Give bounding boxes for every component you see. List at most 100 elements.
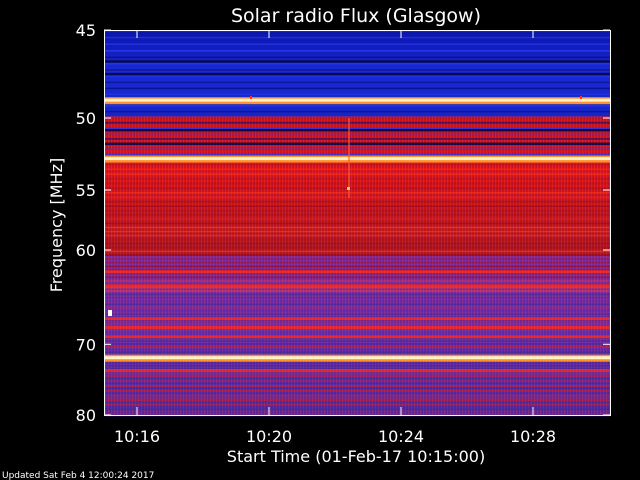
- x-tick-label: 10:16: [114, 427, 160, 446]
- spectral-stripe: [105, 269, 610, 271]
- spectral-stripe: [105, 286, 610, 289]
- spectral-stripe: [105, 375, 610, 377]
- x-tick-label: 10:20: [246, 427, 292, 446]
- spectral-stripe: [105, 412, 610, 415]
- chart-title: Solar radio Flux (Glasgow): [231, 5, 481, 27]
- spectral-stripe: [105, 132, 610, 135]
- spectral-stripe: [105, 196, 610, 199]
- spectral-stripe: [105, 306, 610, 309]
- spectral-stripe: [105, 168, 610, 171]
- spectral-stripe: [105, 214, 610, 216]
- x-axis-label: Start Time (01-Feb-17 10:15:00): [227, 447, 485, 466]
- spectral-stripe: [105, 362, 610, 364]
- spectral-stripe: [105, 43, 610, 46]
- plot-area: [105, 30, 610, 417]
- spectral-stripe: [105, 50, 610, 52]
- spectral-stripe: [105, 60, 610, 63]
- spectral-stripe: [105, 200, 610, 203]
- spectral-stripe: [105, 385, 610, 387]
- spectral-stripe: [105, 345, 610, 348]
- y-tick-label: 45: [76, 21, 96, 40]
- spectral-stripe: [105, 340, 610, 342]
- spectral-stripe: [105, 265, 610, 268]
- spectral-stripe: [105, 276, 610, 278]
- spectral-stripe: [105, 313, 610, 315]
- bright-pixel: [347, 187, 350, 190]
- spectral-stripe: [105, 128, 610, 132]
- spectral-stripe: [105, 218, 610, 220]
- spectral-stripe: [105, 317, 610, 321]
- spectral-stripe: [105, 258, 610, 260]
- spectral-stripe: [105, 230, 610, 233]
- spectral-stripe: [105, 392, 610, 394]
- spectral-stripe: [105, 410, 610, 413]
- spectral-stripe: [105, 399, 610, 401]
- spectral-stripe: [105, 406, 610, 408]
- spectral-stripe: [105, 238, 610, 241]
- spectral-stripe: [105, 296, 610, 299]
- x-tick-label: 10:28: [510, 427, 556, 446]
- y-tick-label: 60: [76, 241, 96, 260]
- updated-timestamp: Updated Sat Feb 4 12:00:24 2017: [2, 471, 154, 480]
- spectral-stripe: [105, 226, 610, 229]
- y-axis-label: Frequency [MHz]: [47, 158, 66, 292]
- spectral-stripe: [105, 121, 610, 124]
- spectral-stripe: [105, 335, 610, 339]
- y-ticks: 45 50 55 60 70 80: [76, 21, 610, 425]
- spectral-stripe: [105, 272, 610, 275]
- spectral-stripe: [105, 222, 610, 225]
- spectral-stripe: [105, 348, 610, 351]
- spectral-stripe: [105, 293, 610, 296]
- spectral-stripe: [105, 316, 610, 318]
- spectral-stripe: [105, 153, 610, 156]
- y-tick-label: 80: [76, 406, 96, 425]
- x-ticks: 10:16 10:20 10:24 10:28: [114, 30, 556, 446]
- spectral-stripe: [105, 372, 610, 375]
- spectral-stripe: [105, 325, 610, 329]
- spectral-stripe: [105, 87, 610, 90]
- spectral-stripe: [105, 283, 610, 286]
- spectral-stripe: [105, 116, 610, 119]
- axes: [104, 30, 611, 416]
- spectral-stripe: [105, 138, 610, 140]
- spectral-stripe: [105, 205, 610, 207]
- y-tick-label: 55: [76, 181, 96, 200]
- bright-lines: [105, 97, 610, 362]
- y-tick-label: 70: [76, 335, 96, 354]
- x-tick-label: 10:24: [378, 427, 424, 446]
- spectral-stripe: [105, 75, 610, 78]
- spectral-stripe: [105, 334, 610, 337]
- spectral-stripe: [105, 397, 610, 399]
- spectral-stripe: [105, 389, 610, 392]
- spectral-stripe: [105, 300, 610, 302]
- spectral-stripe: [105, 178, 610, 180]
- spectral-stripe: [105, 290, 610, 292]
- spectral-stripe: [105, 310, 610, 312]
- spectral-stripe: [105, 148, 610, 151]
- spectral-stripe: [105, 328, 610, 331]
- spectral-stripe: [105, 377, 610, 380]
- spectral-stripe: [105, 364, 610, 367]
- spectral-stripe: [105, 303, 610, 306]
- bright-pixel: [580, 96, 582, 99]
- spectral-stripe: [105, 182, 610, 185]
- spectral-stripe: [105, 163, 610, 166]
- bright-pixel: [250, 96, 252, 99]
- spectral-stripe: [105, 62, 610, 65]
- spectral-stripe: [105, 284, 610, 288]
- spectral-stripe: [105, 209, 610, 212]
- bright-line: [105, 356, 610, 360]
- spectral-stripe: [105, 173, 610, 175]
- spectral-stripe: [105, 319, 610, 321]
- bright-line: [105, 157, 610, 161]
- spectral-stripe: [105, 127, 610, 129]
- spectral-stripe: [105, 250, 610, 253]
- spectral-stripe: [105, 93, 610, 96]
- bright-line: [105, 98, 610, 102]
- spectral-stripe: [105, 261, 610, 264]
- spectral-stripe: [105, 380, 610, 382]
- spectral-stripe: [105, 242, 610, 245]
- bright-pixel: [108, 310, 112, 316]
- spectral-stripe: [105, 36, 610, 39]
